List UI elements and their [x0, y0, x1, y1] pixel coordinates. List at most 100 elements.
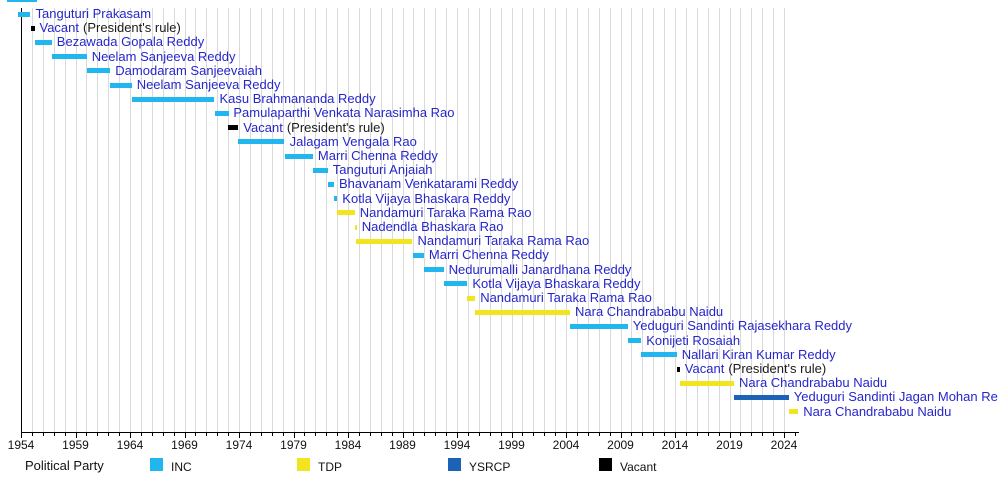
major-tick — [566, 433, 567, 438]
cm-name-label[interactable]: Nallari Kiran Kumar Reddy — [681, 346, 836, 362]
cm-name-label[interactable]: Nandamuri Taraka Rama Rao — [480, 291, 652, 305]
cm-name[interactable]: Vacant — [243, 119, 283, 135]
cm-name[interactable]: Nandamuri Taraka Rama Rao — [480, 290, 652, 305]
cm-name[interactable]: Jalagam Vengala Rao — [289, 133, 417, 149]
cm-name-label[interactable]: Pamulaparthi Venkata Narasimha Rao — [233, 106, 454, 120]
timeline-bar — [312, 167, 328, 173]
cm-name-label[interactable]: Neelam Sanjeeva Reddy — [91, 48, 236, 64]
cm-name-label[interactable]: Vacant (President's rule) — [685, 362, 826, 376]
cm-name-label[interactable]: Marri Chenna Reddy — [429, 248, 549, 262]
cm-name-label[interactable]: Tanguturi Anjaiah — [333, 163, 433, 177]
timeline-bar — [337, 210, 355, 216]
cm-name-label[interactable]: Nedurumalli Janardhana Reddy — [448, 261, 632, 277]
presidents-rule-note: (President's rule) — [286, 119, 385, 135]
cm-name[interactable]: Bhavanam Venkatarami Reddy — [339, 176, 519, 192]
presidents-rule-note: (President's rule) — [83, 20, 181, 36]
cm-name[interactable]: Nadendla Bhaskara Rao — [361, 219, 504, 234]
timeline-bar — [334, 196, 338, 202]
cm-name[interactable]: Damodaram Sanjeevaiah — [115, 62, 262, 78]
timeline-bar — [18, 11, 31, 17]
minor-tick — [413, 433, 415, 436]
year-gridline — [140, 8, 142, 432]
cm-name[interactable]: Marri Chenna Reddy — [317, 148, 438, 163]
cm-name-label[interactable]: Nadendla Bhaskara Rao — [362, 220, 504, 234]
cm-name[interactable]: Tanguturi Anjaiah — [332, 162, 433, 178]
year-gridline — [293, 8, 295, 432]
cropped-top-bar — [7, 0, 37, 2]
cm-name[interactable]: Kotla Vijaya Bhaskara Reddy — [342, 190, 511, 206]
year-gridline — [369, 8, 371, 432]
cm-name[interactable]: Neelam Sanjeeva Reddy — [136, 77, 281, 92]
year-gridline — [740, 8, 742, 432]
cm-name-label[interactable]: Vacant (President's rule) — [243, 119, 385, 135]
year-gridline — [108, 8, 110, 432]
cm-name[interactable]: Pamulaparthi Venkata Narasimha Rao — [233, 105, 455, 121]
major-tick — [239, 433, 240, 438]
cm-name-label[interactable]: Nandamuri Taraka Rama Rao — [359, 204, 532, 220]
cm-name[interactable]: Nandamuri Taraka Rama Rao — [359, 204, 532, 220]
cm-name-label[interactable]: Bezawada Gopala Reddy — [57, 35, 204, 49]
minor-tick — [609, 433, 611, 436]
cm-name-label[interactable]: Kotla Vijaya Bhaskara Reddy — [342, 190, 511, 206]
cm-name-label[interactable]: Nandamuri Taraka Rama Rao — [418, 234, 590, 248]
cm-name-label[interactable]: Jalagam Vengala Rao — [289, 133, 417, 149]
year-gridline — [522, 8, 524, 432]
cm-name[interactable]: Neelam Sanjeeva Reddy — [91, 48, 236, 64]
year-gridline — [511, 8, 513, 432]
cm-name[interactable]: Kasu Brahmananda Reddy — [219, 91, 376, 107]
minor-tick — [53, 433, 55, 436]
cm-name-label[interactable]: Nara Chandrababu Naidu — [803, 403, 952, 419]
year-gridline — [195, 8, 197, 432]
cm-name-label[interactable]: Vacant (President's rule) — [40, 21, 181, 35]
cm-name-label[interactable]: Damodaram Sanjeevaiah — [115, 62, 262, 78]
cm-name[interactable]: Yeduguri Sandinti Jagan Mohan Re — [793, 389, 998, 405]
cm-name-label[interactable]: Nara Chandrababu Naidu — [575, 305, 723, 319]
cm-name-label[interactable]: Tanguturi Prakasam — [36, 7, 152, 21]
cm-name[interactable]: Vacant — [684, 361, 725, 376]
cm-name-label[interactable]: Bhavanam Venkatarami Reddy — [339, 177, 518, 191]
minor-tick — [119, 433, 121, 436]
year-gridline — [391, 8, 393, 432]
minor-tick — [576, 433, 578, 436]
year-gridline — [500, 8, 502, 432]
minor-tick — [326, 433, 328, 436]
cm-name[interactable]: Nara Chandrababu Naidu — [739, 375, 888, 391]
timeline-bar — [327, 181, 334, 187]
year-gridline — [784, 8, 785, 432]
year-gridline — [228, 8, 230, 432]
cm-name-label[interactable]: Yeduguri Sandinti Jagan Mohan Re — [794, 390, 998, 404]
timeline-bar — [423, 267, 444, 273]
cm-name[interactable]: Konijeti Rosaiah — [646, 332, 741, 348]
year-gridline — [467, 8, 469, 432]
cm-name-label[interactable]: Yeduguri Sandinti Rajasekhara Reddy — [633, 319, 852, 333]
cm-name[interactable]: Nandamuri Taraka Rama Rao — [417, 233, 590, 249]
major-tick — [784, 433, 785, 438]
cm-name-label[interactable]: Kotla Vijaya Bhaskara Reddy — [472, 275, 641, 291]
minor-tick — [631, 433, 633, 436]
cm-name[interactable]: Tanguturi Prakasam — [35, 6, 152, 21]
year-gridline — [544, 8, 546, 432]
year-gridline — [358, 8, 360, 432]
cm-name[interactable]: Nara Chandrababu Naidu — [575, 304, 724, 320]
year-tick-label: 1999 — [498, 438, 525, 452]
cm-name[interactable]: Vacant — [39, 20, 80, 36]
cm-name-label[interactable]: Neelam Sanjeeva Reddy — [137, 78, 281, 92]
cm-name-label[interactable]: Nara Chandrababu Naidu — [739, 376, 887, 390]
year-tick-label: 1989 — [389, 438, 416, 452]
cm-name-label[interactable]: Konijeti Rosaiah — [646, 332, 741, 348]
timeline-bar — [131, 96, 215, 102]
year-tick-label: 1994 — [443, 438, 471, 452]
cm-name-label[interactable]: Kasu Brahmananda Reddy — [220, 92, 376, 106]
minor-tick — [544, 433, 546, 436]
cm-name-label[interactable]: Marri Chenna Reddy — [318, 149, 438, 163]
cm-name[interactable]: Bezawada Gopala Reddy — [56, 34, 205, 50]
cm-name[interactable]: Nallari Kiran Kumar Reddy — [681, 346, 836, 362]
cm-name[interactable]: Kotla Vijaya Bhaskara Reddy — [472, 275, 641, 291]
cm-name[interactable]: Nedurumalli Janardhana Reddy — [448, 261, 632, 277]
year-gridline — [348, 8, 349, 432]
minor-tick — [304, 433, 306, 436]
cm-name[interactable]: Yeduguri Sandinti Rajasekhara Reddy — [632, 318, 853, 334]
minor-tick — [315, 433, 317, 436]
cm-name[interactable]: Nara Chandrababu Naidu — [803, 403, 952, 419]
cm-name[interactable]: Marri Chenna Reddy — [428, 247, 549, 263]
